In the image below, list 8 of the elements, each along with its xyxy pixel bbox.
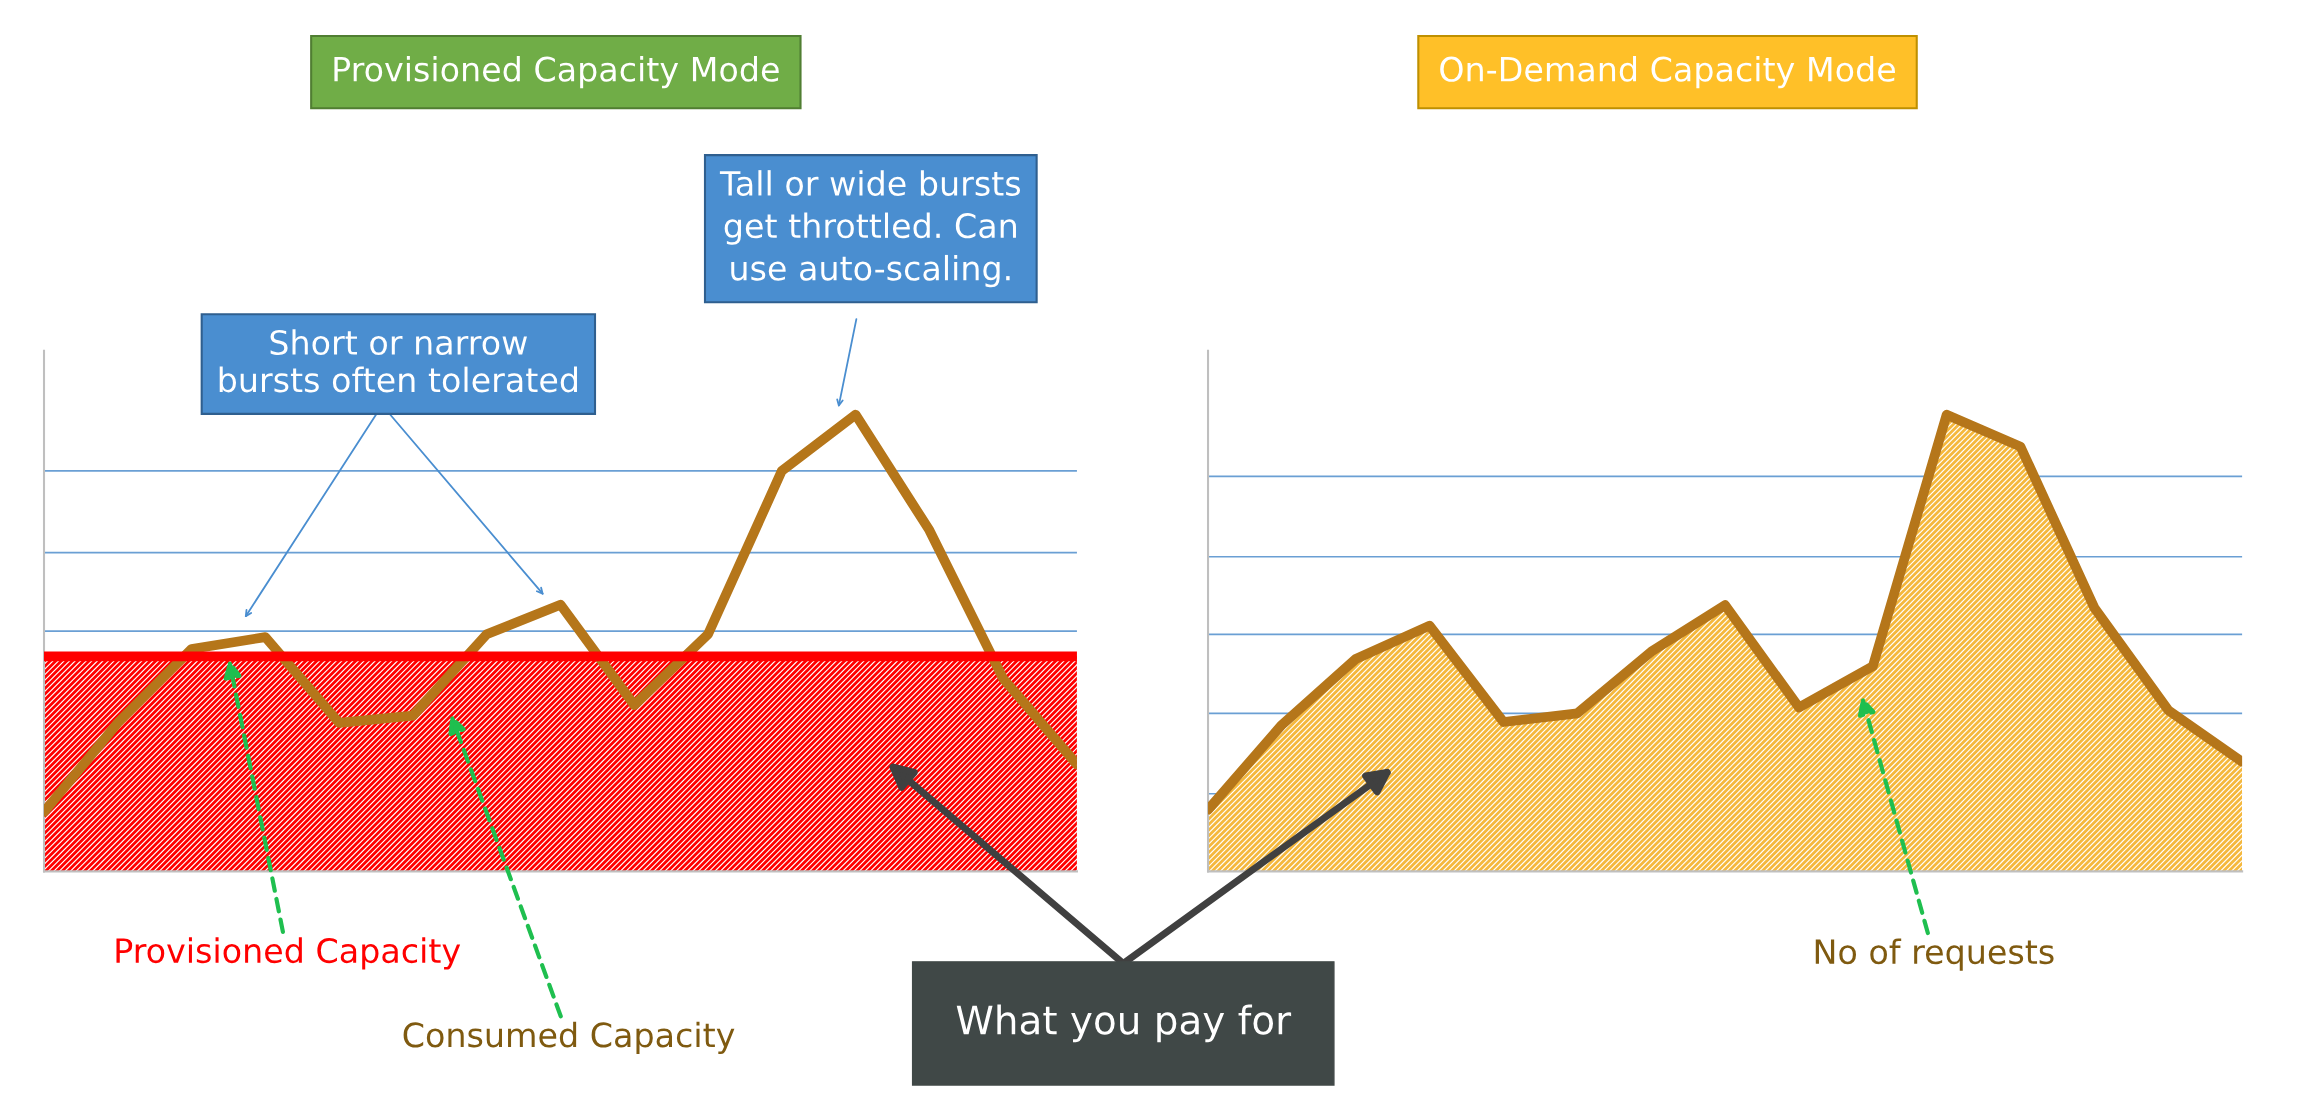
chart-title: Provisioned Capacity Mode <box>334 56 779 89</box>
text: What you pay for <box>956 1004 1292 1043</box>
ref-line-label: Provisioned Capacity <box>116 937 461 970</box>
text: Short or narrow bursts often tolerated <box>219 329 577 393</box>
text: Consumed Capacity <box>403 1021 735 1054</box>
text: No of requests <box>1815 938 2054 971</box>
chart-title: On-Demand Capacity Mode <box>1440 56 1895 89</box>
text: Tall or wide bursts get throttled. Can use auto-scaling. <box>719 170 1021 288</box>
